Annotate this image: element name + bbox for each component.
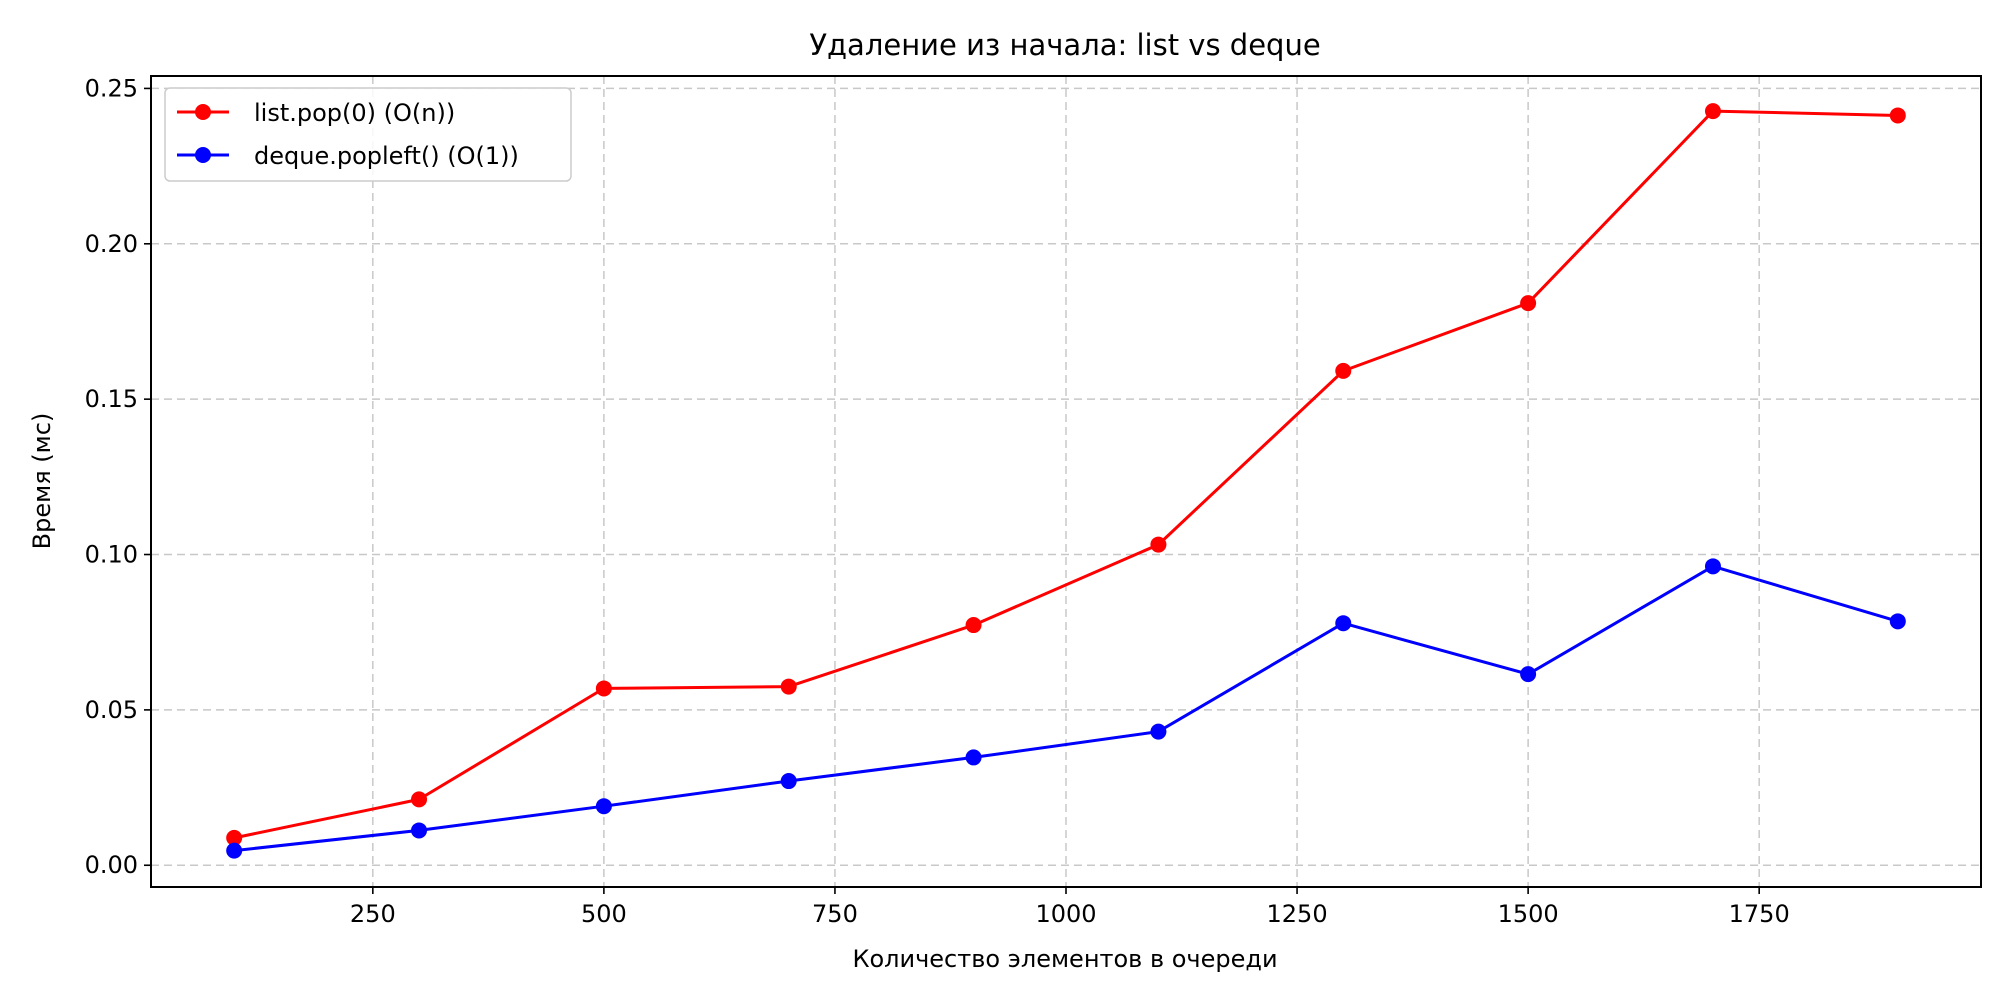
x-tick-label: 1250 <box>1267 900 1328 928</box>
data-point <box>780 678 797 695</box>
data-point <box>1335 362 1352 379</box>
data-point <box>411 791 428 808</box>
data-point <box>1150 723 1167 740</box>
data-point <box>1520 666 1537 683</box>
legend-item: deque.popleft() (O(1)) <box>177 142 519 170</box>
x-axis-label: Количество элементов в очереди <box>852 945 1277 973</box>
legend: list.pop(0) (O(n)) deque.popleft() (O(1)) <box>164 87 572 182</box>
data-point <box>1889 613 1906 630</box>
data-point <box>1520 295 1537 312</box>
data-point <box>226 842 243 859</box>
axis-ticks: 250 500 750 1000 1250 1500 1750 0.00 0.05 0.10 0.1… <box>85 74 1790 928</box>
x-tick-label: 750 <box>812 900 858 928</box>
y-tick-label: 0.05 <box>85 696 138 724</box>
y-tick-label: 0.00 <box>85 851 138 879</box>
legend-marker <box>195 104 211 120</box>
legend-box <box>164 87 572 182</box>
legend-item: list.pop(0) (O(n)) <box>177 99 455 127</box>
data-point <box>1704 103 1721 120</box>
x-tick-label: 1000 <box>1035 900 1096 928</box>
data-point <box>595 680 612 697</box>
x-tick-label: 500 <box>581 900 627 928</box>
data-point <box>226 829 243 846</box>
x-tick-label: 1750 <box>1729 900 1790 928</box>
data-point <box>1704 558 1721 575</box>
data-point <box>411 822 428 839</box>
data-point <box>965 749 982 766</box>
data-point <box>780 773 797 790</box>
y-tick-label: 0.20 <box>85 230 138 258</box>
data-point <box>1335 615 1352 632</box>
x-tick-label: 1500 <box>1498 900 1559 928</box>
series-2 <box>226 558 1906 859</box>
data-point <box>1889 107 1906 124</box>
series-line <box>234 564 1899 853</box>
series-1 <box>226 103 1906 846</box>
legend-label: list.pop(0) (O(n)) <box>254 99 455 127</box>
data-point <box>965 617 982 634</box>
data-point <box>1150 536 1167 553</box>
series-line <box>233 109 1898 840</box>
y-tick-label: 0.25 <box>85 74 138 102</box>
data-point <box>595 798 612 815</box>
y-tick-label: 0.10 <box>85 541 138 569</box>
y-tick-label: 0.15 <box>85 385 138 413</box>
x-tick-label: 250 <box>350 900 396 928</box>
chart-title: Удаление из начала: list vs deque <box>809 28 1320 62</box>
y-axis-label: Время (мс) <box>28 413 56 550</box>
legend-label: deque.popleft() (O(1)) <box>254 142 519 170</box>
series-layer <box>226 103 1906 859</box>
legend-marker <box>195 147 211 163</box>
